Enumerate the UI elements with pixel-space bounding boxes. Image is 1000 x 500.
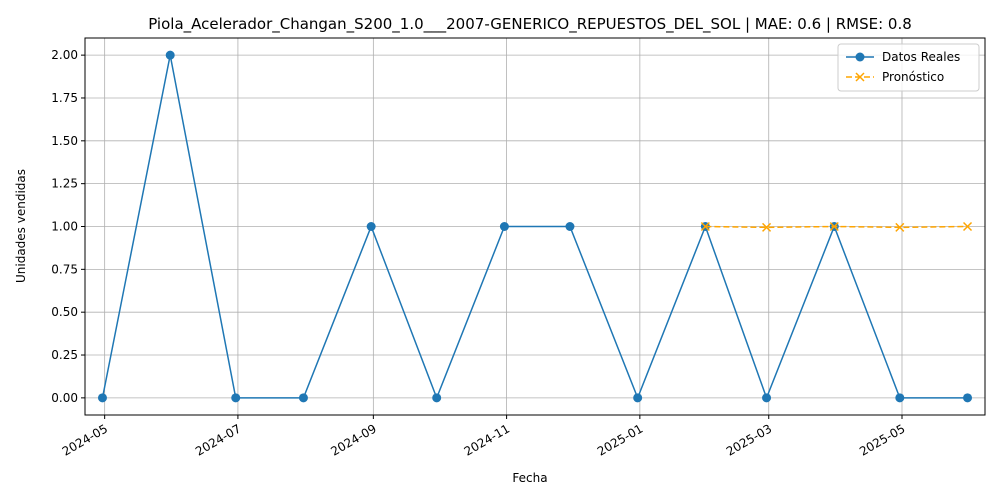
y-tick-label: 1.75 (51, 91, 78, 105)
data-point (165, 50, 175, 60)
y-axis-label: Unidades vendidas (14, 169, 28, 283)
data-point (97, 393, 107, 403)
data-point (762, 393, 772, 403)
data-point (633, 393, 643, 403)
data-point (963, 393, 973, 403)
y-tick-label: 0.75 (51, 262, 78, 276)
data-point (565, 222, 575, 231)
data-point (432, 393, 442, 403)
data-point (499, 222, 509, 231)
chart-title: Piola_Acelerador_Changan_S200_1.0___2007… (148, 15, 912, 34)
y-tick-label: 0.25 (51, 348, 78, 362)
y-tick-label: 0.50 (51, 305, 78, 319)
data-point (231, 393, 241, 403)
forecast-point (829, 221, 839, 232)
data-point (366, 222, 376, 231)
y-tick-label: 2.00 (51, 48, 78, 62)
y-tick-label: 1.00 (51, 220, 78, 234)
data-point (895, 393, 905, 403)
y-axis: 0.00 0.25 0.50 0.75 1.00 1.25 1.50 1.75 2.00 (51, 48, 85, 405)
legend-item: Datos Reales (846, 50, 960, 64)
legend-item: Pronóstico (846, 70, 944, 84)
forecast-point (895, 222, 905, 232)
legend-label: Pronóstico (882, 70, 944, 84)
data-point (298, 393, 308, 403)
legend-box (837, 43, 980, 92)
y-tick-label: 1.50 (51, 134, 78, 148)
y-tick-label: 1.25 (51, 177, 78, 191)
legend-label: Datos Reales (882, 50, 960, 64)
series-layer (97, 50, 973, 403)
grid-lines (85, 38, 985, 415)
forecast-point (962, 221, 973, 232)
series-line-0 (101, 54, 968, 400)
y-tick-label: 0.00 (51, 391, 78, 405)
legend-marker (855, 72, 865, 82)
legend-marker (855, 52, 865, 62)
x-axis-label: Fecha (512, 471, 547, 485)
legend: Datos Reales Pronóstico (837, 43, 980, 92)
forecast-point (700, 221, 710, 232)
forecast-point (762, 222, 772, 232)
